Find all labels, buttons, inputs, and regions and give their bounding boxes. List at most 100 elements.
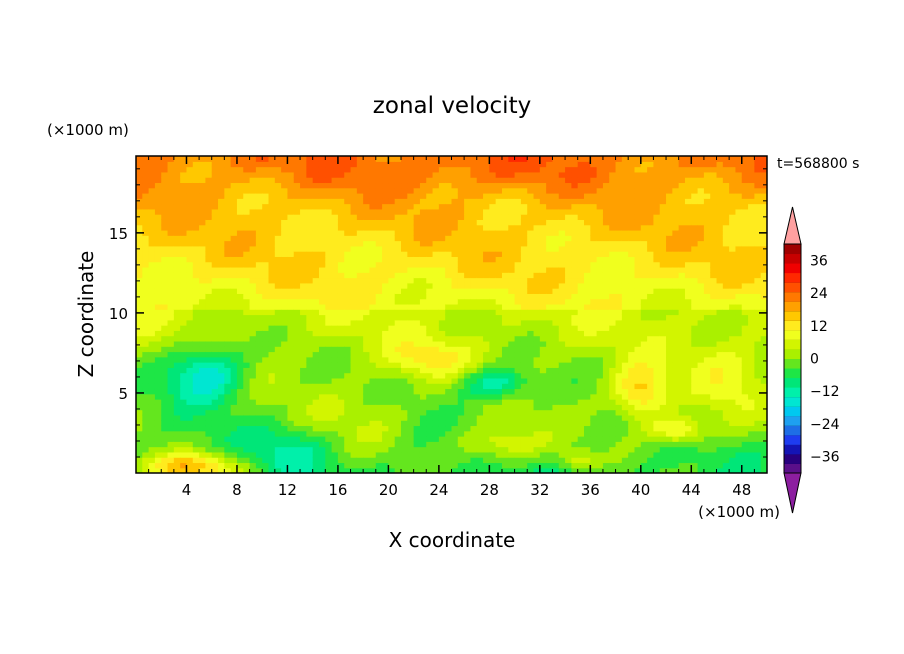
field-cell xyxy=(419,388,427,395)
field-cell xyxy=(533,261,541,268)
field-cell xyxy=(224,166,232,173)
field-cell xyxy=(514,362,522,368)
field-cell xyxy=(192,446,200,453)
field-cell xyxy=(558,298,566,305)
field-cell xyxy=(615,235,623,242)
field-cell xyxy=(558,192,566,199)
field-cell xyxy=(331,319,339,326)
field-cell xyxy=(653,404,661,411)
field-cell xyxy=(590,467,598,473)
field-cell xyxy=(571,251,579,257)
field-cell xyxy=(199,404,207,411)
field-cell xyxy=(287,330,295,337)
field-cell xyxy=(407,272,415,279)
field-cell xyxy=(565,261,572,268)
field-cell xyxy=(621,166,629,173)
field-cell xyxy=(154,203,162,210)
field-cell xyxy=(142,288,150,294)
field-cell xyxy=(262,272,270,279)
field-cell xyxy=(369,214,377,220)
field-cell xyxy=(445,187,453,194)
field-cell xyxy=(211,335,219,342)
field-cell xyxy=(293,362,301,368)
field-cell xyxy=(243,393,251,400)
field-cell xyxy=(382,261,389,268)
field-cell xyxy=(293,330,301,337)
field-cell xyxy=(621,303,629,310)
field-cell xyxy=(419,367,427,374)
field-cell xyxy=(394,425,402,432)
field-cell xyxy=(211,393,219,400)
field-cell xyxy=(274,441,282,448)
field-cell xyxy=(508,293,516,300)
field-cell xyxy=(520,346,528,353)
field-cell xyxy=(407,367,415,374)
field-cell xyxy=(154,425,162,432)
field-cell xyxy=(514,224,522,231)
field-cell xyxy=(312,388,320,395)
field-cell xyxy=(426,277,434,284)
field-cell xyxy=(255,367,263,374)
field-cell xyxy=(224,335,232,342)
field-cell xyxy=(274,177,282,184)
field-cell xyxy=(571,156,579,162)
field-cell xyxy=(596,409,604,416)
field-cell xyxy=(596,372,604,379)
field-cell xyxy=(293,377,301,384)
field-cell xyxy=(167,192,175,199)
field-cell xyxy=(407,161,415,168)
field-cell xyxy=(653,214,661,220)
field-cell xyxy=(527,245,535,252)
field-cell xyxy=(584,414,591,421)
field-cell xyxy=(136,224,143,231)
field-cell xyxy=(558,166,566,173)
field-cell xyxy=(148,224,156,231)
field-cell xyxy=(142,393,150,400)
field-cell xyxy=(312,203,320,210)
field-cell xyxy=(281,346,289,353)
field-cell xyxy=(533,388,541,395)
field-cell xyxy=(407,441,415,448)
field-cell xyxy=(274,462,282,469)
field-cell xyxy=(647,309,655,316)
field-cell xyxy=(224,229,232,236)
field-cell xyxy=(653,171,661,178)
field-cell xyxy=(590,377,598,384)
field-cell xyxy=(539,303,547,310)
field-cell xyxy=(539,420,547,427)
field-cell xyxy=(419,192,427,199)
field-cell xyxy=(236,420,244,427)
field-cell xyxy=(249,393,257,400)
field-cell xyxy=(647,414,655,421)
field-cell xyxy=(407,182,415,189)
field-cell xyxy=(344,399,352,405)
field-cell xyxy=(192,192,200,199)
field-cell xyxy=(180,272,188,279)
field-cell xyxy=(413,224,421,231)
field-cell xyxy=(318,182,326,189)
field-cell xyxy=(382,388,389,395)
field-cell xyxy=(596,393,604,400)
field-cell xyxy=(501,261,509,268)
field-cell xyxy=(590,404,598,411)
field-cell xyxy=(300,282,307,289)
field-cell xyxy=(154,393,162,400)
field-cell xyxy=(356,388,364,395)
field-cell xyxy=(356,277,364,284)
field-cell xyxy=(609,351,617,358)
field-cell xyxy=(293,446,301,453)
field-cell xyxy=(419,420,427,427)
field-cell xyxy=(337,219,345,226)
field-cell xyxy=(375,425,383,432)
field-cell xyxy=(438,272,446,279)
field-cell xyxy=(287,325,295,331)
field-cell xyxy=(337,425,345,432)
field-cell xyxy=(602,288,610,294)
field-cell xyxy=(136,256,143,263)
field-cell xyxy=(331,377,339,384)
field-cell xyxy=(501,224,509,231)
field-cell xyxy=(262,462,270,469)
field-cell xyxy=(653,293,661,300)
field-cell xyxy=(476,272,484,279)
field-cell xyxy=(331,166,339,173)
